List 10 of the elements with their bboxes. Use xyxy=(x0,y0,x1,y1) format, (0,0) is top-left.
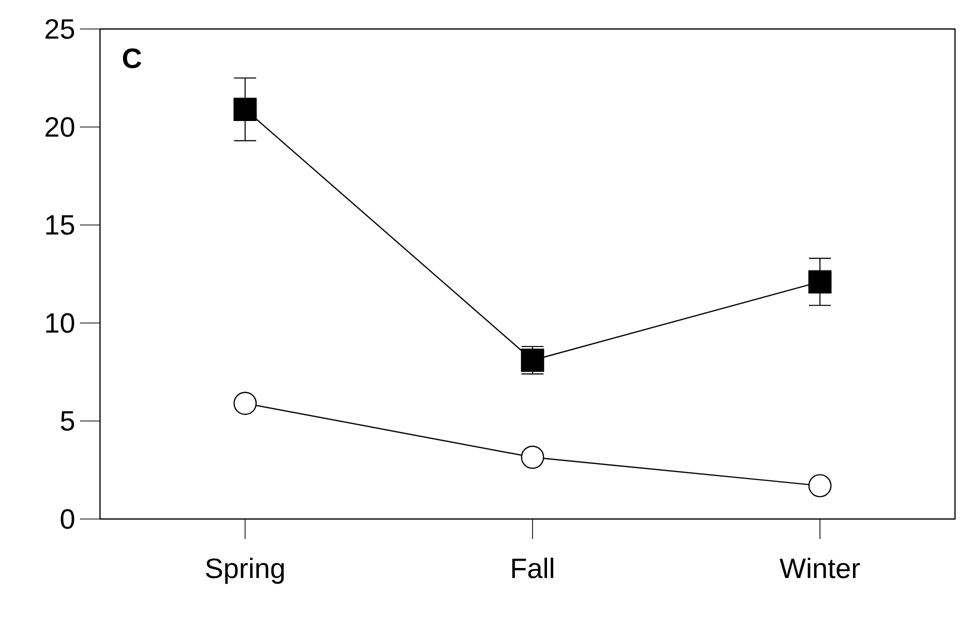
x-tick-label: Fall xyxy=(512,558,554,578)
y-tick-label: 5 xyxy=(60,411,74,431)
annotation: C xyxy=(122,48,142,68)
x-tick-label: Spring xyxy=(206,558,284,584)
y-tick-label: 15 xyxy=(46,215,74,235)
x-tick-label: Winter xyxy=(780,558,860,578)
y-tick-label: 0 xyxy=(60,509,74,529)
y-tick-label: 10 xyxy=(46,313,74,333)
y-tick-label: 25 xyxy=(46,19,74,39)
y-tick-label: 20 xyxy=(46,117,74,137)
